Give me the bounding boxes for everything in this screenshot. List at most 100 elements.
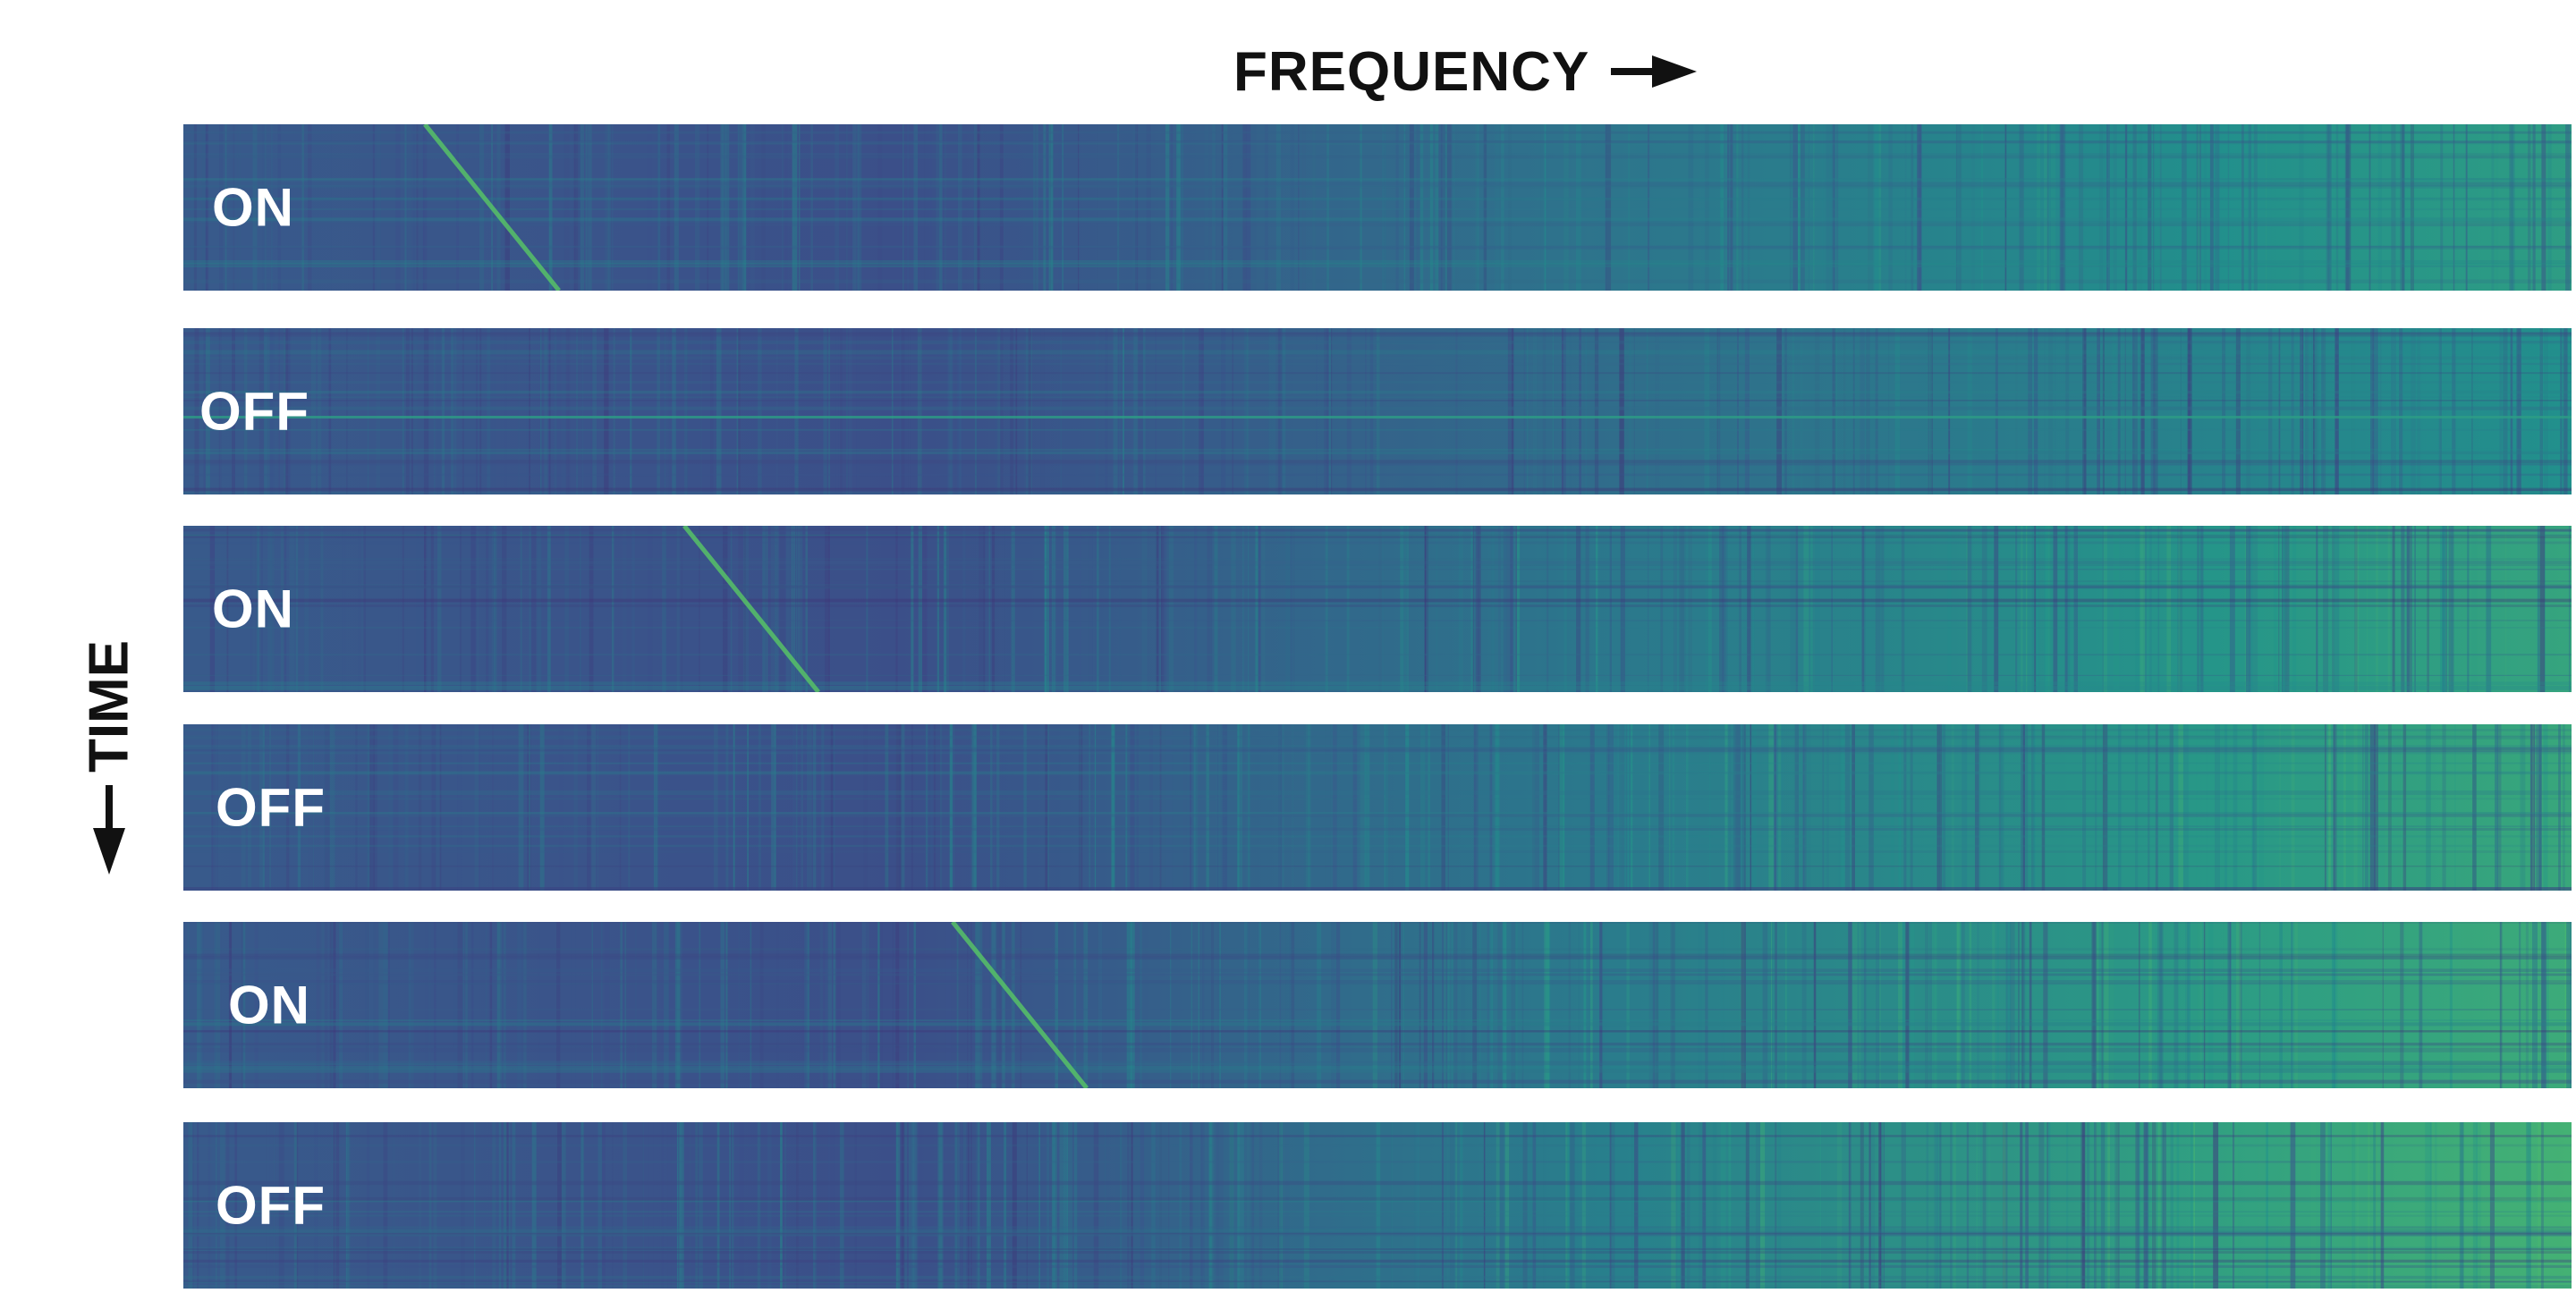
- frequency-streak: [635, 922, 637, 1088]
- frequency-label-text: FREQUENCY: [1233, 40, 1590, 103]
- frequency-streak: [2459, 1122, 2464, 1289]
- frequency-streak: [1060, 328, 1062, 494]
- frequency-streak: [2317, 328, 2318, 494]
- frequency-streak: [2209, 124, 2214, 291]
- frequency-streak: [587, 724, 591, 891]
- frequency-streak: [848, 328, 852, 494]
- frequency-streak: [1113, 328, 1118, 494]
- frequency-streak: [1458, 526, 1463, 692]
- frequency-streak: [1979, 724, 1981, 891]
- frequency-streak: [1308, 724, 1310, 891]
- spectrogram-background: [183, 328, 2572, 494]
- frequency-streak: [620, 922, 623, 1088]
- frequency-streak: [422, 124, 425, 291]
- frequency-streak: [2162, 1122, 2166, 1289]
- frequency-streak: [1863, 526, 1866, 692]
- frequency-streak: [1179, 124, 1184, 291]
- frequency-streak: [833, 724, 835, 891]
- frequency-streak: [975, 922, 980, 1088]
- time-band: [183, 1061, 2572, 1066]
- frequency-streak: [827, 922, 833, 1088]
- frequency-streak: [852, 124, 857, 291]
- frequency-streak: [312, 724, 314, 891]
- time-band: [183, 564, 2572, 566]
- frequency-streak: [831, 724, 836, 891]
- frequency-streak: [1901, 526, 1905, 692]
- frequency-streak: [2227, 922, 2232, 1088]
- frequency-streak: [284, 328, 288, 494]
- frequency-streak: [1724, 922, 1726, 1088]
- frequency-streak: [373, 724, 377, 891]
- frequency-streak: [1532, 328, 1538, 494]
- time-band: [183, 221, 2572, 223]
- frequency-streak: [1279, 1122, 1284, 1289]
- frequency-streak: [509, 1122, 511, 1289]
- frequency-streak: [1955, 124, 1958, 291]
- frequency-streak: [736, 328, 739, 494]
- frequency-streak: [981, 124, 983, 291]
- frequency-streak: [2366, 526, 2368, 692]
- frequency-streak: [1473, 724, 1477, 891]
- frequency-streak: [1364, 724, 1370, 891]
- frequency-streak: [2102, 526, 2104, 692]
- frequency-streak: [200, 922, 204, 1088]
- frequency-streak: [2353, 724, 2358, 891]
- frequency-streak: [1051, 526, 1056, 692]
- arrow-right-icon: [1611, 55, 1698, 88]
- frequency-streak: [1239, 1122, 1244, 1289]
- waterfall-panel-6: OFF: [183, 1122, 2572, 1289]
- frequency-streak: [573, 124, 579, 291]
- time-band: [183, 489, 2572, 492]
- frequency-streak: [2465, 124, 2468, 291]
- time-band: [183, 1161, 2572, 1163]
- frequency-streak: [2266, 1122, 2268, 1289]
- frequency-streak: [1183, 724, 1187, 891]
- frequency-streak: [554, 328, 557, 494]
- frequency-streak: [424, 526, 428, 692]
- frequency-streak: [1047, 724, 1049, 891]
- time-band: [183, 585, 2572, 589]
- frequency-streak: [1777, 1122, 1782, 1289]
- time-band: [183, 534, 2572, 538]
- frequency-streak: [387, 922, 390, 1088]
- frequency-streak: [544, 328, 548, 494]
- frequency-streak: [1739, 526, 1741, 692]
- frequency-streak: [457, 922, 463, 1088]
- frequency-streak: [2124, 328, 2126, 494]
- frequency-streak: [2388, 724, 2392, 891]
- frequency-streak: [2135, 526, 2140, 692]
- frequency-streak: [211, 724, 214, 891]
- frequency-streak: [2153, 124, 2155, 291]
- frequency-streak: [1503, 526, 1507, 692]
- frequency-streak: [1510, 526, 1513, 692]
- panel-label: OFF: [216, 777, 326, 838]
- frequency-streak: [1776, 328, 1782, 494]
- frequency-streak: [1936, 1122, 1941, 1289]
- frequency-streak: [2048, 1122, 2051, 1289]
- frequency-streak: [2564, 922, 2568, 1088]
- frequency-streak: [580, 1122, 584, 1289]
- time-band: [183, 473, 2572, 477]
- frequency-streak: [2305, 328, 2309, 494]
- frequency-streak: [2509, 124, 2513, 291]
- drifting-signal: [951, 922, 1089, 1088]
- frequency-streak: [2472, 724, 2477, 891]
- frequency-streak: [331, 1122, 334, 1289]
- frequency-streak: [2159, 1122, 2164, 1289]
- frequency-streak: [1736, 124, 1739, 291]
- frequency-streak: [2180, 328, 2182, 494]
- frequency-streak: [1967, 328, 1972, 494]
- frequency-streak: [907, 922, 910, 1088]
- frequency-streak: [1608, 724, 1614, 891]
- frequency-streak: [1221, 328, 1226, 494]
- time-band: [183, 1063, 2572, 1065]
- frequency-streak: [2453, 124, 2455, 291]
- frequency-streak: [1722, 526, 1727, 692]
- frequency-streak: [548, 124, 553, 291]
- frequency-streak: [504, 1122, 507, 1289]
- frequency-streak: [1073, 922, 1077, 1088]
- frequency-streak: [345, 1122, 350, 1289]
- frequency-streak: [867, 922, 869, 1088]
- frequency-streak: [2385, 724, 2388, 891]
- frequency-streak: [1419, 124, 1424, 291]
